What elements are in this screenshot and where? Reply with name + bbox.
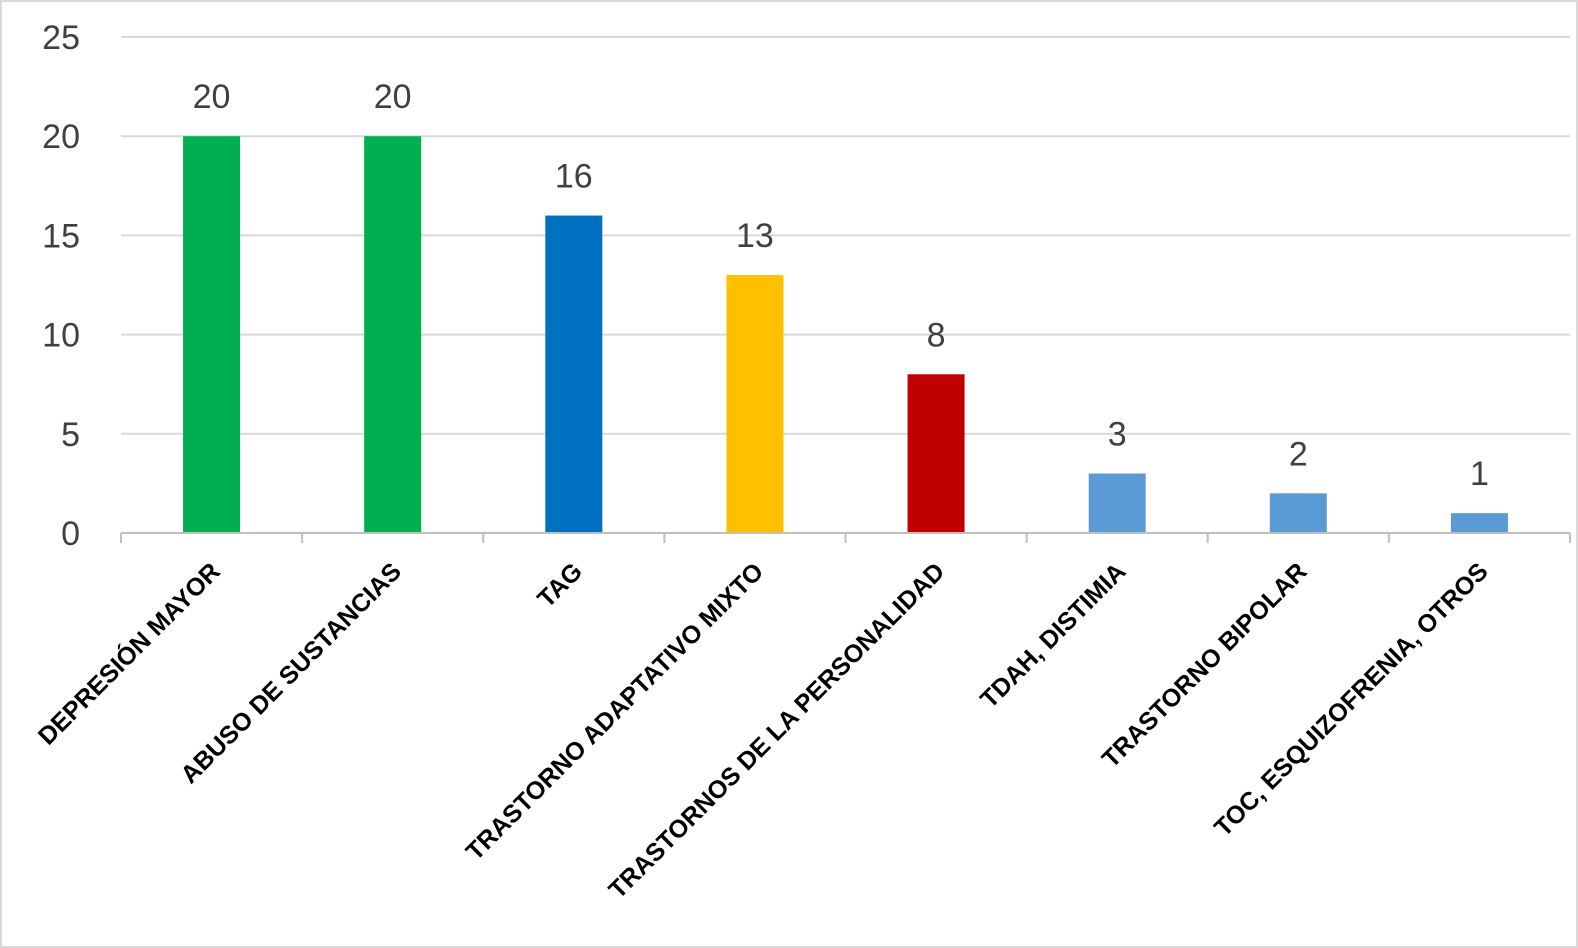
- data-label: 16: [555, 158, 593, 196]
- bar: [1269, 493, 1327, 533]
- x-tick-label: TRASTORNO BIPOLAR: [1097, 557, 1313, 773]
- bar: [726, 275, 784, 533]
- y-tick-label: 10: [42, 317, 80, 355]
- data-label: 1: [1470, 455, 1489, 493]
- bars: [183, 136, 1508, 533]
- bar: [364, 136, 422, 533]
- data-label: 3: [1108, 415, 1127, 453]
- x-tick-label: TRASTORNO ADAPTATIVO MIXTO: [461, 557, 770, 866]
- y-tick-label: 5: [61, 416, 80, 454]
- y-tick-label: 15: [42, 217, 80, 255]
- x-tick-label: TAG: [532, 557, 588, 613]
- bar: [545, 215, 603, 533]
- y-axis-tick-labels: 0 5 10 15 20 25: [42, 19, 80, 553]
- data-labels: 20 20 16 13 8 3 2 1: [193, 78, 1489, 493]
- bar: [1088, 473, 1146, 533]
- x-axis: [120, 532, 1571, 543]
- data-label: 8: [927, 316, 946, 354]
- y-tick-label: 25: [42, 19, 80, 57]
- y-tick-label: 20: [42, 118, 80, 156]
- data-label: 20: [374, 78, 412, 116]
- data-label: 13: [736, 217, 774, 255]
- x-tick-label: TDAH, DISTIMIA: [975, 557, 1131, 713]
- gridlines: [121, 36, 1570, 435]
- bar: [907, 374, 965, 533]
- x-tick-label: TRASTORNOS DE LA PERSONALIDAD: [603, 557, 950, 904]
- y-tick-label: 0: [61, 515, 80, 553]
- data-label: 20: [193, 78, 231, 116]
- bar: [1450, 513, 1508, 533]
- x-tick-label: DEPRESIÓN MAYOR: [31, 556, 225, 750]
- bar: [183, 136, 241, 533]
- data-label: 2: [1289, 435, 1308, 473]
